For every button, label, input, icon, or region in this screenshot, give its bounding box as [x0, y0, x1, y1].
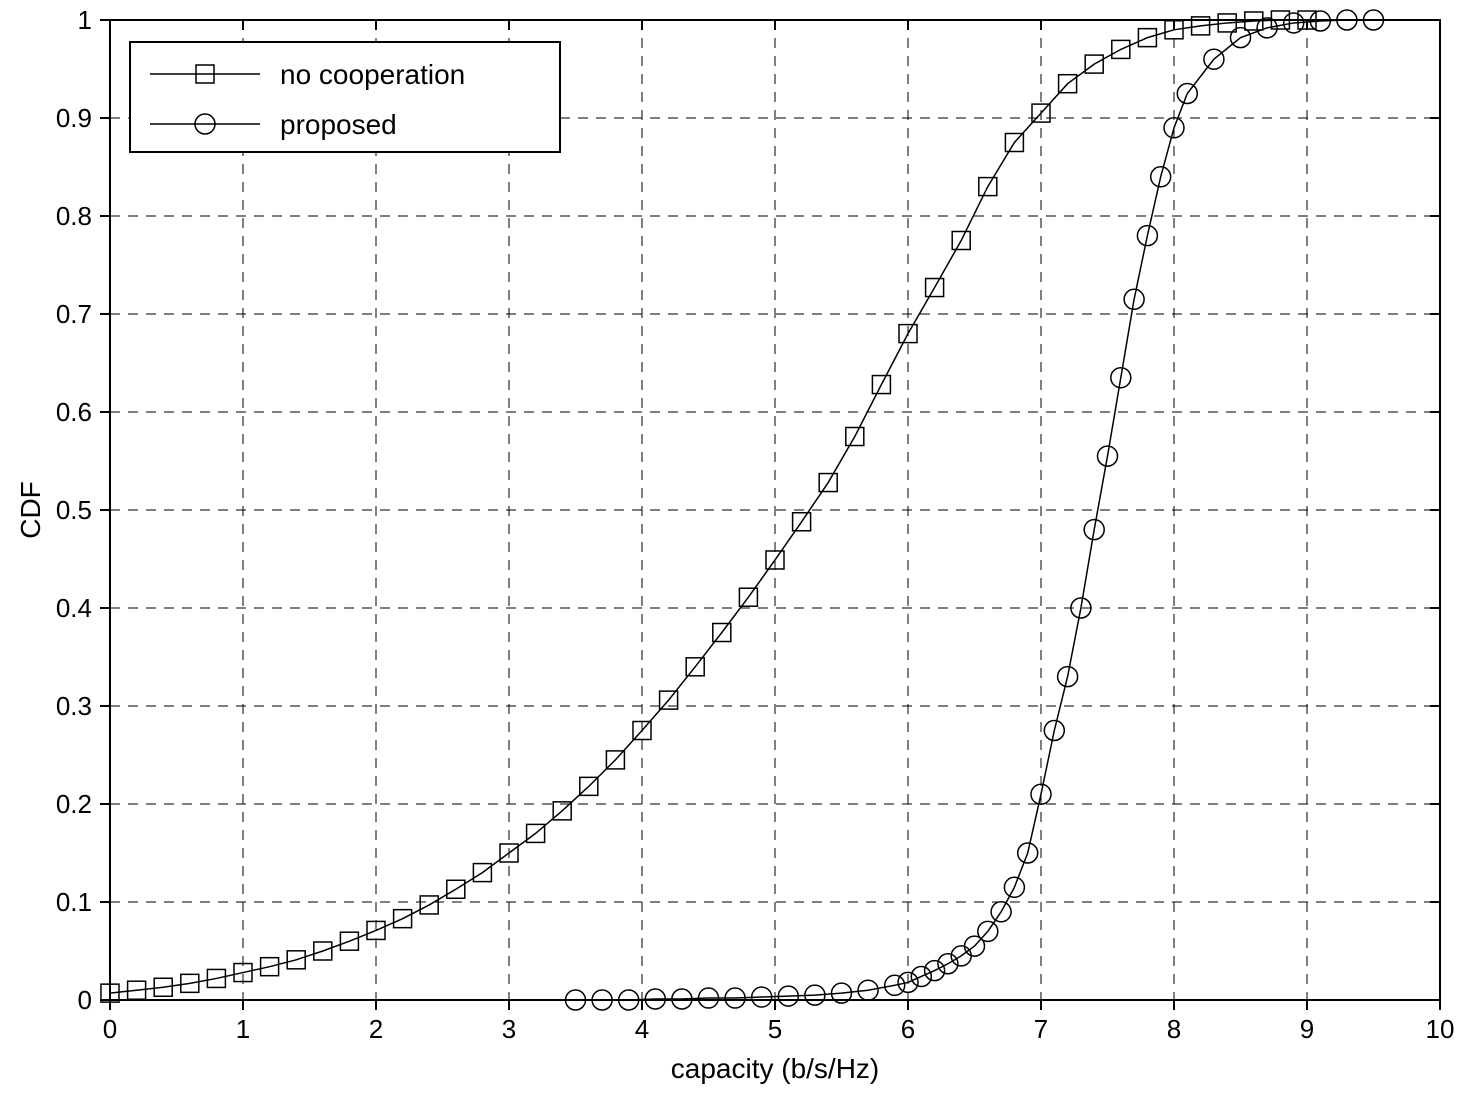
y-tick-label: 0.9 [56, 103, 92, 133]
y-tick-label: 0.5 [56, 495, 92, 525]
x-tick-label: 7 [1034, 1014, 1048, 1044]
x-tick-label: 6 [901, 1014, 915, 1044]
y-tick-label: 0.6 [56, 397, 92, 427]
y-tick-label: 0.4 [56, 593, 92, 623]
y-tick-label: 0.1 [56, 887, 92, 917]
y-axis-label: CDF [15, 481, 46, 539]
legend-label: no cooperation [280, 59, 465, 90]
y-tick-label: 1 [78, 5, 92, 35]
x-tick-label: 2 [369, 1014, 383, 1044]
x-axis-label: capacity (b/s/Hz) [671, 1053, 880, 1084]
x-tick-label: 0 [103, 1014, 117, 1044]
legend-label: proposed [280, 109, 397, 140]
x-tick-label: 10 [1426, 1014, 1455, 1044]
x-tick-label: 9 [1300, 1014, 1314, 1044]
x-tick-label: 3 [502, 1014, 516, 1044]
x-tick-label: 4 [635, 1014, 649, 1044]
y-tick-label: 0 [78, 985, 92, 1015]
x-tick-label: 8 [1167, 1014, 1181, 1044]
y-tick-label: 0.8 [56, 201, 92, 231]
y-tick-label: 0.3 [56, 691, 92, 721]
chart-svg: 0 1 2 3 4 5 6 7 8 9 10 0 0.1 0.2 0.3 0.4 0.5 0.6 0.7 0.8 0.9… [0, 0, 1479, 1101]
y-tick-label: 0.2 [56, 789, 92, 819]
cdf-chart: 0 1 2 3 4 5 6 7 8 9 10 0 0.1 0.2 0.3 0.4 0.5 0.6 0.7 0.8 0.9… [0, 0, 1479, 1101]
y-tick-label: 0.7 [56, 299, 92, 329]
x-tick-label: 1 [236, 1014, 250, 1044]
x-tick-label: 5 [768, 1014, 782, 1044]
series-line [110, 20, 1307, 993]
